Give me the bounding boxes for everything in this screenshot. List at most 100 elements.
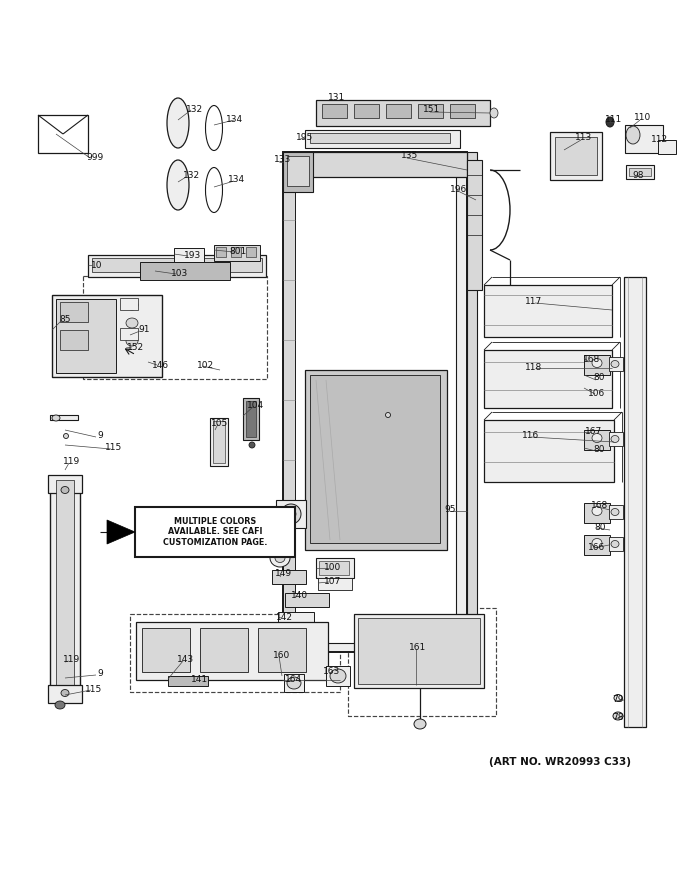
Ellipse shape [167, 160, 189, 210]
Ellipse shape [55, 701, 65, 709]
Ellipse shape [281, 504, 301, 524]
Ellipse shape [611, 540, 619, 547]
Bar [231, 247, 241, 257]
Bar [38, 115, 88, 153]
Text: 91: 91 [138, 326, 150, 334]
Bar [52, 295, 162, 377]
Text: 160: 160 [273, 650, 290, 659]
Text: 113: 113 [575, 134, 593, 143]
Text: 196: 196 [450, 186, 468, 194]
Text: 132: 132 [186, 106, 203, 114]
Text: 164: 164 [286, 676, 303, 685]
Bar [467, 160, 482, 290]
Bar [609, 432, 623, 446]
Text: 237: 237 [254, 551, 271, 560]
Text: 79: 79 [612, 695, 624, 705]
Ellipse shape [275, 554, 285, 562]
Bar [246, 247, 256, 257]
Ellipse shape [270, 549, 290, 567]
Text: 102: 102 [197, 361, 215, 370]
Bar [120, 298, 138, 310]
Text: 131: 131 [328, 93, 345, 102]
Bar [484, 350, 612, 408]
Bar [140, 262, 230, 280]
Ellipse shape [287, 677, 301, 689]
Bar [658, 140, 676, 154]
Text: 195: 195 [296, 134, 313, 143]
Ellipse shape [271, 528, 293, 548]
Bar [584, 535, 610, 555]
Bar [216, 247, 226, 257]
Text: 146: 146 [152, 361, 169, 370]
Bar [130, 614, 340, 692]
Text: 9: 9 [97, 670, 103, 678]
Bar [56, 480, 74, 686]
Ellipse shape [205, 167, 222, 212]
Text: 111: 111 [605, 115, 623, 124]
Text: 168: 168 [592, 501, 609, 510]
Bar [174, 248, 204, 262]
Ellipse shape [626, 126, 640, 144]
Bar [92, 258, 262, 272]
Ellipse shape [249, 442, 255, 448]
Polygon shape [107, 520, 135, 544]
Bar [484, 420, 614, 482]
Text: 100: 100 [324, 562, 341, 571]
Ellipse shape [611, 509, 619, 516]
Text: 133: 133 [274, 156, 292, 165]
Text: 106: 106 [588, 390, 606, 399]
Bar [322, 104, 347, 118]
Bar [283, 152, 467, 177]
Bar [276, 500, 306, 528]
Bar [319, 561, 349, 575]
Ellipse shape [126, 318, 138, 328]
Bar [50, 478, 80, 688]
Bar [609, 505, 623, 519]
Bar [283, 152, 467, 652]
Bar [316, 558, 354, 578]
Bar [88, 255, 266, 277]
Bar [354, 614, 484, 688]
Bar [418, 104, 443, 118]
Bar [294, 175, 456, 643]
Text: (ART NO. WR20993 C33): (ART NO. WR20993 C33) [489, 757, 631, 767]
Text: 139: 139 [269, 508, 287, 517]
Bar [278, 612, 314, 626]
Text: 105: 105 [211, 419, 228, 428]
Text: 112: 112 [651, 136, 668, 144]
Ellipse shape [276, 533, 288, 543]
Ellipse shape [167, 98, 189, 148]
Bar [210, 418, 228, 466]
Ellipse shape [126, 336, 138, 346]
Bar [484, 285, 612, 337]
Ellipse shape [205, 106, 222, 150]
Text: 132: 132 [184, 171, 201, 180]
Bar [287, 156, 309, 186]
Ellipse shape [61, 690, 69, 696]
Text: 134: 134 [228, 175, 245, 185]
Text: 95: 95 [444, 505, 456, 515]
Text: 110: 110 [634, 114, 651, 122]
Ellipse shape [611, 361, 619, 368]
Bar [624, 277, 646, 727]
Text: 80: 80 [593, 373, 605, 383]
Bar [83, 276, 267, 379]
Bar [60, 330, 88, 350]
Bar [629, 168, 651, 176]
Bar [305, 130, 460, 148]
Bar [136, 622, 328, 680]
Bar [550, 132, 602, 180]
Bar [48, 685, 82, 703]
Text: 78: 78 [612, 714, 624, 722]
Text: 85: 85 [59, 316, 71, 325]
Bar [258, 628, 306, 672]
Bar [283, 152, 295, 652]
Bar [609, 537, 623, 551]
Bar [56, 299, 116, 373]
Bar [609, 357, 623, 371]
Ellipse shape [592, 358, 602, 368]
Text: 9: 9 [97, 430, 103, 439]
Text: 151: 151 [424, 106, 441, 114]
Text: 104: 104 [248, 400, 265, 409]
Bar [246, 401, 256, 437]
